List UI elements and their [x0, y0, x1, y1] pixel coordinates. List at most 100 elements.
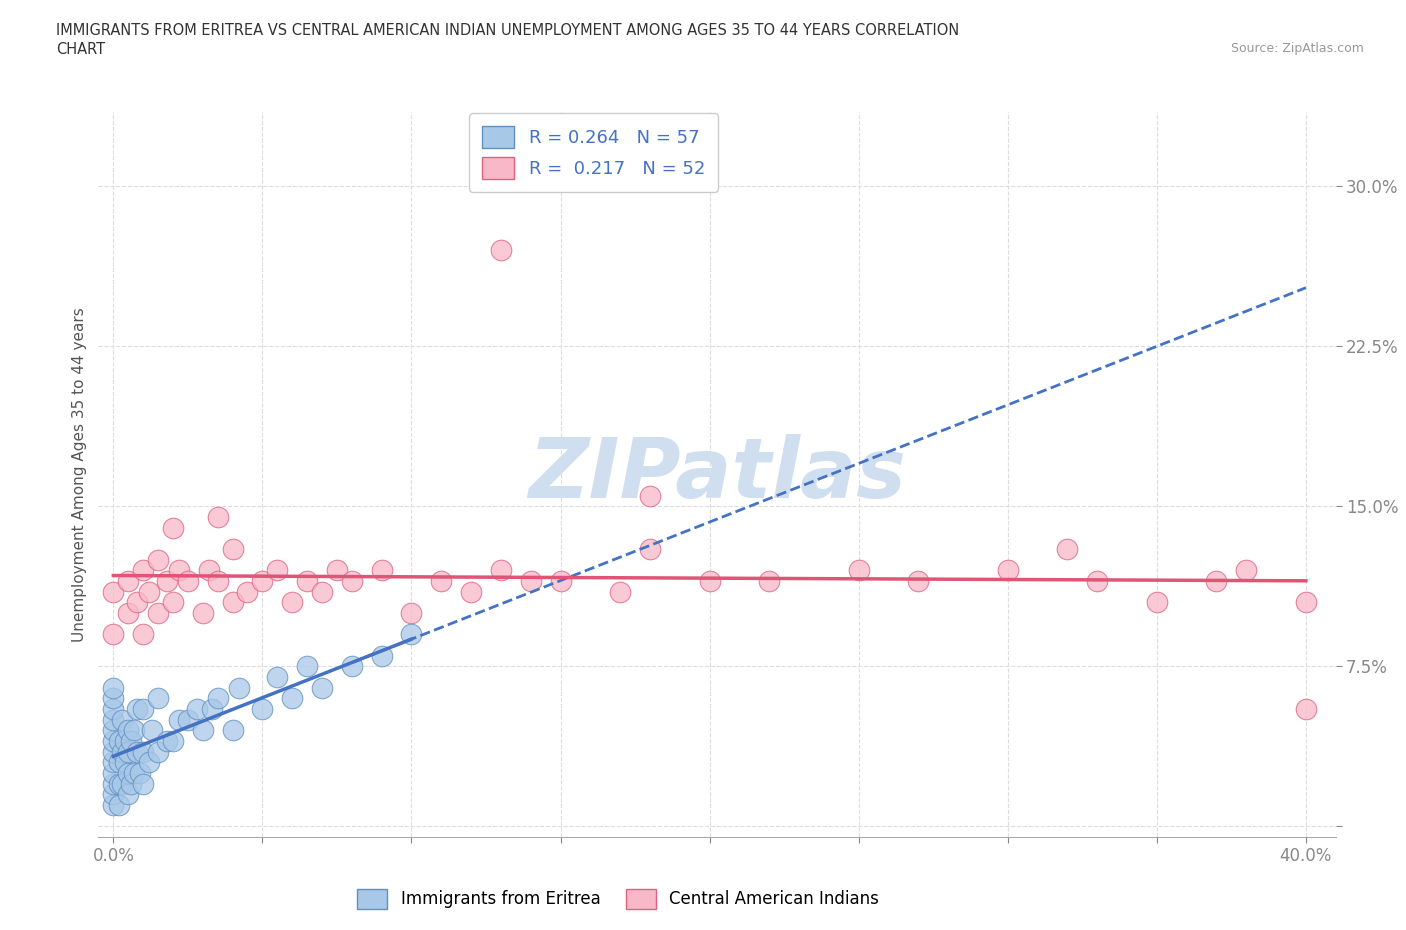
Point — [460, 584, 482, 599]
Point — [132, 701, 155, 716]
Point — [111, 777, 134, 791]
Point — [167, 712, 190, 727]
Point — [132, 777, 155, 791]
Point — [266, 563, 288, 578]
Point — [201, 701, 224, 716]
Point — [103, 584, 125, 599]
Point — [186, 701, 208, 716]
Point — [401, 605, 423, 620]
Point — [120, 734, 142, 749]
Text: ZIPatlas: ZIPatlas — [529, 433, 905, 515]
Point — [141, 723, 163, 737]
Point — [1205, 574, 1227, 589]
Point — [108, 777, 131, 791]
Point — [699, 574, 721, 589]
Point — [1085, 574, 1108, 589]
Point — [103, 712, 125, 727]
Point — [252, 701, 274, 716]
Point — [103, 744, 125, 759]
Point — [295, 574, 318, 589]
Point — [146, 605, 169, 620]
Point — [430, 574, 453, 589]
Point — [103, 787, 125, 802]
Point — [489, 563, 512, 578]
Point — [103, 691, 125, 706]
Point — [167, 563, 190, 578]
Text: IMMIGRANTS FROM ERITREA VS CENTRAL AMERICAN INDIAN UNEMPLOYMENT AMONG AGES 35 TO: IMMIGRANTS FROM ERITREA VS CENTRAL AMERI… — [56, 23, 959, 38]
Point — [156, 574, 179, 589]
Point — [1295, 595, 1317, 610]
Point — [117, 574, 139, 589]
Point — [638, 541, 661, 556]
Point — [228, 680, 250, 695]
Point — [191, 723, 214, 737]
Point — [103, 798, 125, 813]
Point — [370, 563, 392, 578]
Point — [207, 510, 229, 525]
Point — [120, 777, 142, 791]
Point — [550, 574, 572, 589]
Point — [340, 658, 363, 673]
Point — [132, 744, 155, 759]
Point — [221, 541, 243, 556]
Point — [1056, 541, 1078, 556]
Point — [103, 734, 125, 749]
Point — [1146, 595, 1168, 610]
Point — [103, 777, 125, 791]
Point — [117, 723, 139, 737]
Point — [127, 744, 149, 759]
Point — [138, 584, 160, 599]
Point — [111, 744, 134, 759]
Point — [162, 520, 184, 535]
Point — [129, 765, 152, 780]
Point — [638, 488, 661, 503]
Point — [127, 701, 149, 716]
Point — [111, 712, 134, 727]
Point — [162, 734, 184, 749]
Point — [997, 563, 1019, 578]
Point — [122, 723, 145, 737]
Point — [401, 627, 423, 642]
Legend: Immigrants from Eritrea, Central American Indians: Immigrants from Eritrea, Central America… — [350, 882, 886, 916]
Point — [221, 723, 243, 737]
Point — [117, 765, 139, 780]
Point — [907, 574, 929, 589]
Point — [103, 765, 125, 780]
Point — [146, 552, 169, 567]
Point — [281, 691, 304, 706]
Point — [207, 574, 229, 589]
Point — [117, 787, 139, 802]
Point — [311, 584, 333, 599]
Point — [146, 691, 169, 706]
Text: Source: ZipAtlas.com: Source: ZipAtlas.com — [1230, 42, 1364, 55]
Point — [127, 595, 149, 610]
Point — [197, 563, 219, 578]
Point — [146, 744, 169, 759]
Point — [117, 744, 139, 759]
Point — [1295, 701, 1317, 716]
Point — [281, 595, 304, 610]
Point — [132, 563, 155, 578]
Point — [114, 734, 136, 749]
Point — [108, 798, 131, 813]
Point — [221, 595, 243, 610]
Point — [519, 574, 541, 589]
Point — [122, 765, 145, 780]
Point — [370, 648, 392, 663]
Point — [252, 574, 274, 589]
Point — [848, 563, 870, 578]
Point — [117, 605, 139, 620]
Point — [162, 595, 184, 610]
Point — [609, 584, 631, 599]
Point — [103, 701, 125, 716]
Point — [177, 574, 200, 589]
Point — [191, 605, 214, 620]
Point — [132, 627, 155, 642]
Point — [236, 584, 259, 599]
Point — [311, 680, 333, 695]
Point — [156, 734, 179, 749]
Text: CHART: CHART — [56, 42, 105, 57]
Point — [108, 755, 131, 770]
Point — [266, 670, 288, 684]
Point — [138, 755, 160, 770]
